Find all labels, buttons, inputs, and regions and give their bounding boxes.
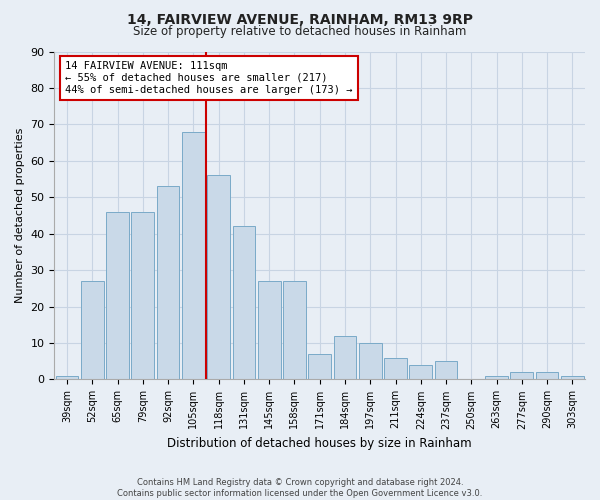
Y-axis label: Number of detached properties: Number of detached properties <box>15 128 25 303</box>
Bar <box>359 343 382 380</box>
Bar <box>131 212 154 380</box>
Bar <box>157 186 179 380</box>
Bar <box>81 281 104 380</box>
Bar <box>182 132 205 380</box>
Text: 14 FAIRVIEW AVENUE: 111sqm
← 55% of detached houses are smaller (217)
44% of sem: 14 FAIRVIEW AVENUE: 111sqm ← 55% of deta… <box>65 62 353 94</box>
Bar <box>233 226 255 380</box>
Bar <box>283 281 306 380</box>
Bar <box>434 361 457 380</box>
Bar <box>207 176 230 380</box>
Bar <box>409 365 432 380</box>
Bar <box>384 358 407 380</box>
X-axis label: Distribution of detached houses by size in Rainham: Distribution of detached houses by size … <box>167 437 472 450</box>
Text: 14, FAIRVIEW AVENUE, RAINHAM, RM13 9RP: 14, FAIRVIEW AVENUE, RAINHAM, RM13 9RP <box>127 12 473 26</box>
Bar <box>56 376 79 380</box>
Bar <box>258 281 281 380</box>
Text: Size of property relative to detached houses in Rainham: Size of property relative to detached ho… <box>133 25 467 38</box>
Bar <box>106 212 129 380</box>
Bar <box>334 336 356 380</box>
Bar <box>511 372 533 380</box>
Bar <box>308 354 331 380</box>
Text: Contains HM Land Registry data © Crown copyright and database right 2024.
Contai: Contains HM Land Registry data © Crown c… <box>118 478 482 498</box>
Bar <box>485 376 508 380</box>
Bar <box>536 372 559 380</box>
Bar <box>561 376 584 380</box>
